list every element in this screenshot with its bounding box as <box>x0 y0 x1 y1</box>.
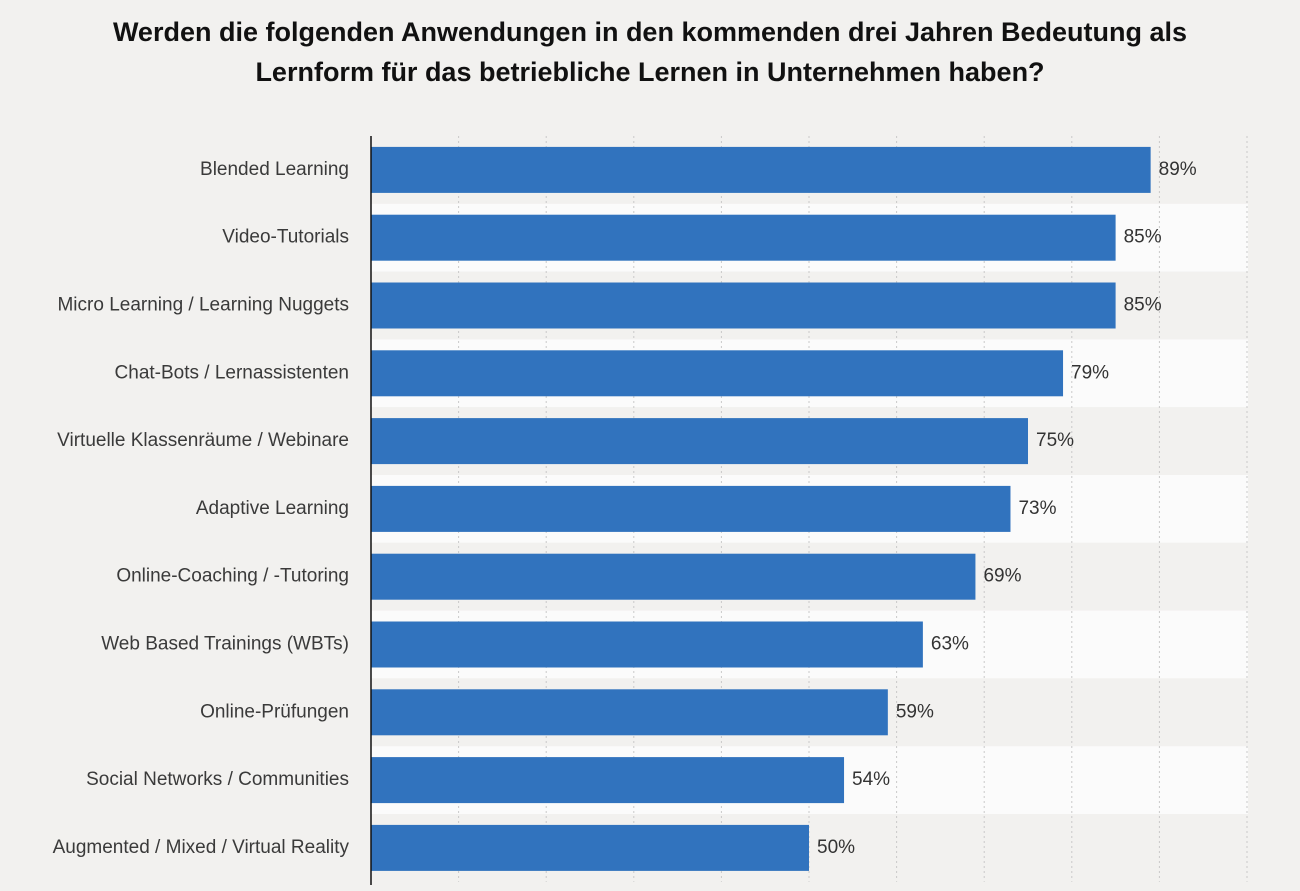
category-label: Web Based Trainings (WBTs) <box>101 634 349 655</box>
category-label: Chat-Bots / Lernassistenten <box>115 362 349 383</box>
bars <box>371 146 1151 871</box>
category-label: Social Networks / Communities <box>86 769 349 790</box>
bar <box>371 418 1028 465</box>
value-label: 79% <box>1071 362 1109 383</box>
bar <box>371 350 1064 397</box>
bar <box>371 146 1151 193</box>
value-label: 63% <box>931 634 969 655</box>
category-labels: Blended Learning Video-Tutorials Micro Lea… <box>53 159 350 858</box>
value-label: 50% <box>817 837 855 858</box>
value-label: 54% <box>852 769 890 790</box>
value-label: 73% <box>1018 498 1056 519</box>
category-label: Online-Prüfungen <box>200 701 349 722</box>
bar <box>371 689 888 736</box>
category-label: Video-Tutorials <box>222 227 349 248</box>
value-labels: 89% 85% 85% 79% 75% 73% 69% 63% 59% 54% 50% <box>817 159 1197 858</box>
bar <box>371 553 976 600</box>
bar <box>371 824 809 871</box>
category-label: Augmented / Mixed / Virtual Reality <box>53 837 350 858</box>
category-label: Adaptive Learning <box>196 498 349 519</box>
value-label: 85% <box>1124 295 1162 316</box>
chart-title-line-2: Lernform für das betriebliche Lernen in … <box>255 57 1045 87</box>
value-label: 85% <box>1124 227 1162 248</box>
chart-title: Werden die folgenden Anwendungen in den … <box>0 12 1300 92</box>
chart-title-line-1: Werden die folgenden Anwendungen in den … <box>112 17 1188 47</box>
bar <box>371 485 1011 532</box>
value-label: 89% <box>1159 159 1197 180</box>
category-label: Micro Learning / Learning Nuggets <box>57 295 349 316</box>
value-label: 59% <box>896 701 934 722</box>
category-label: Blended Learning <box>200 159 349 180</box>
category-label: Virtuelle Klassenräume / Webinare <box>57 430 349 451</box>
value-label: 69% <box>983 566 1021 587</box>
bar <box>371 621 923 668</box>
bar <box>371 757 845 804</box>
value-label: 75% <box>1036 430 1074 451</box>
bar <box>371 214 1116 261</box>
category-label: Online-Coaching / -Tutoring <box>116 566 349 587</box>
bar <box>371 282 1116 329</box>
